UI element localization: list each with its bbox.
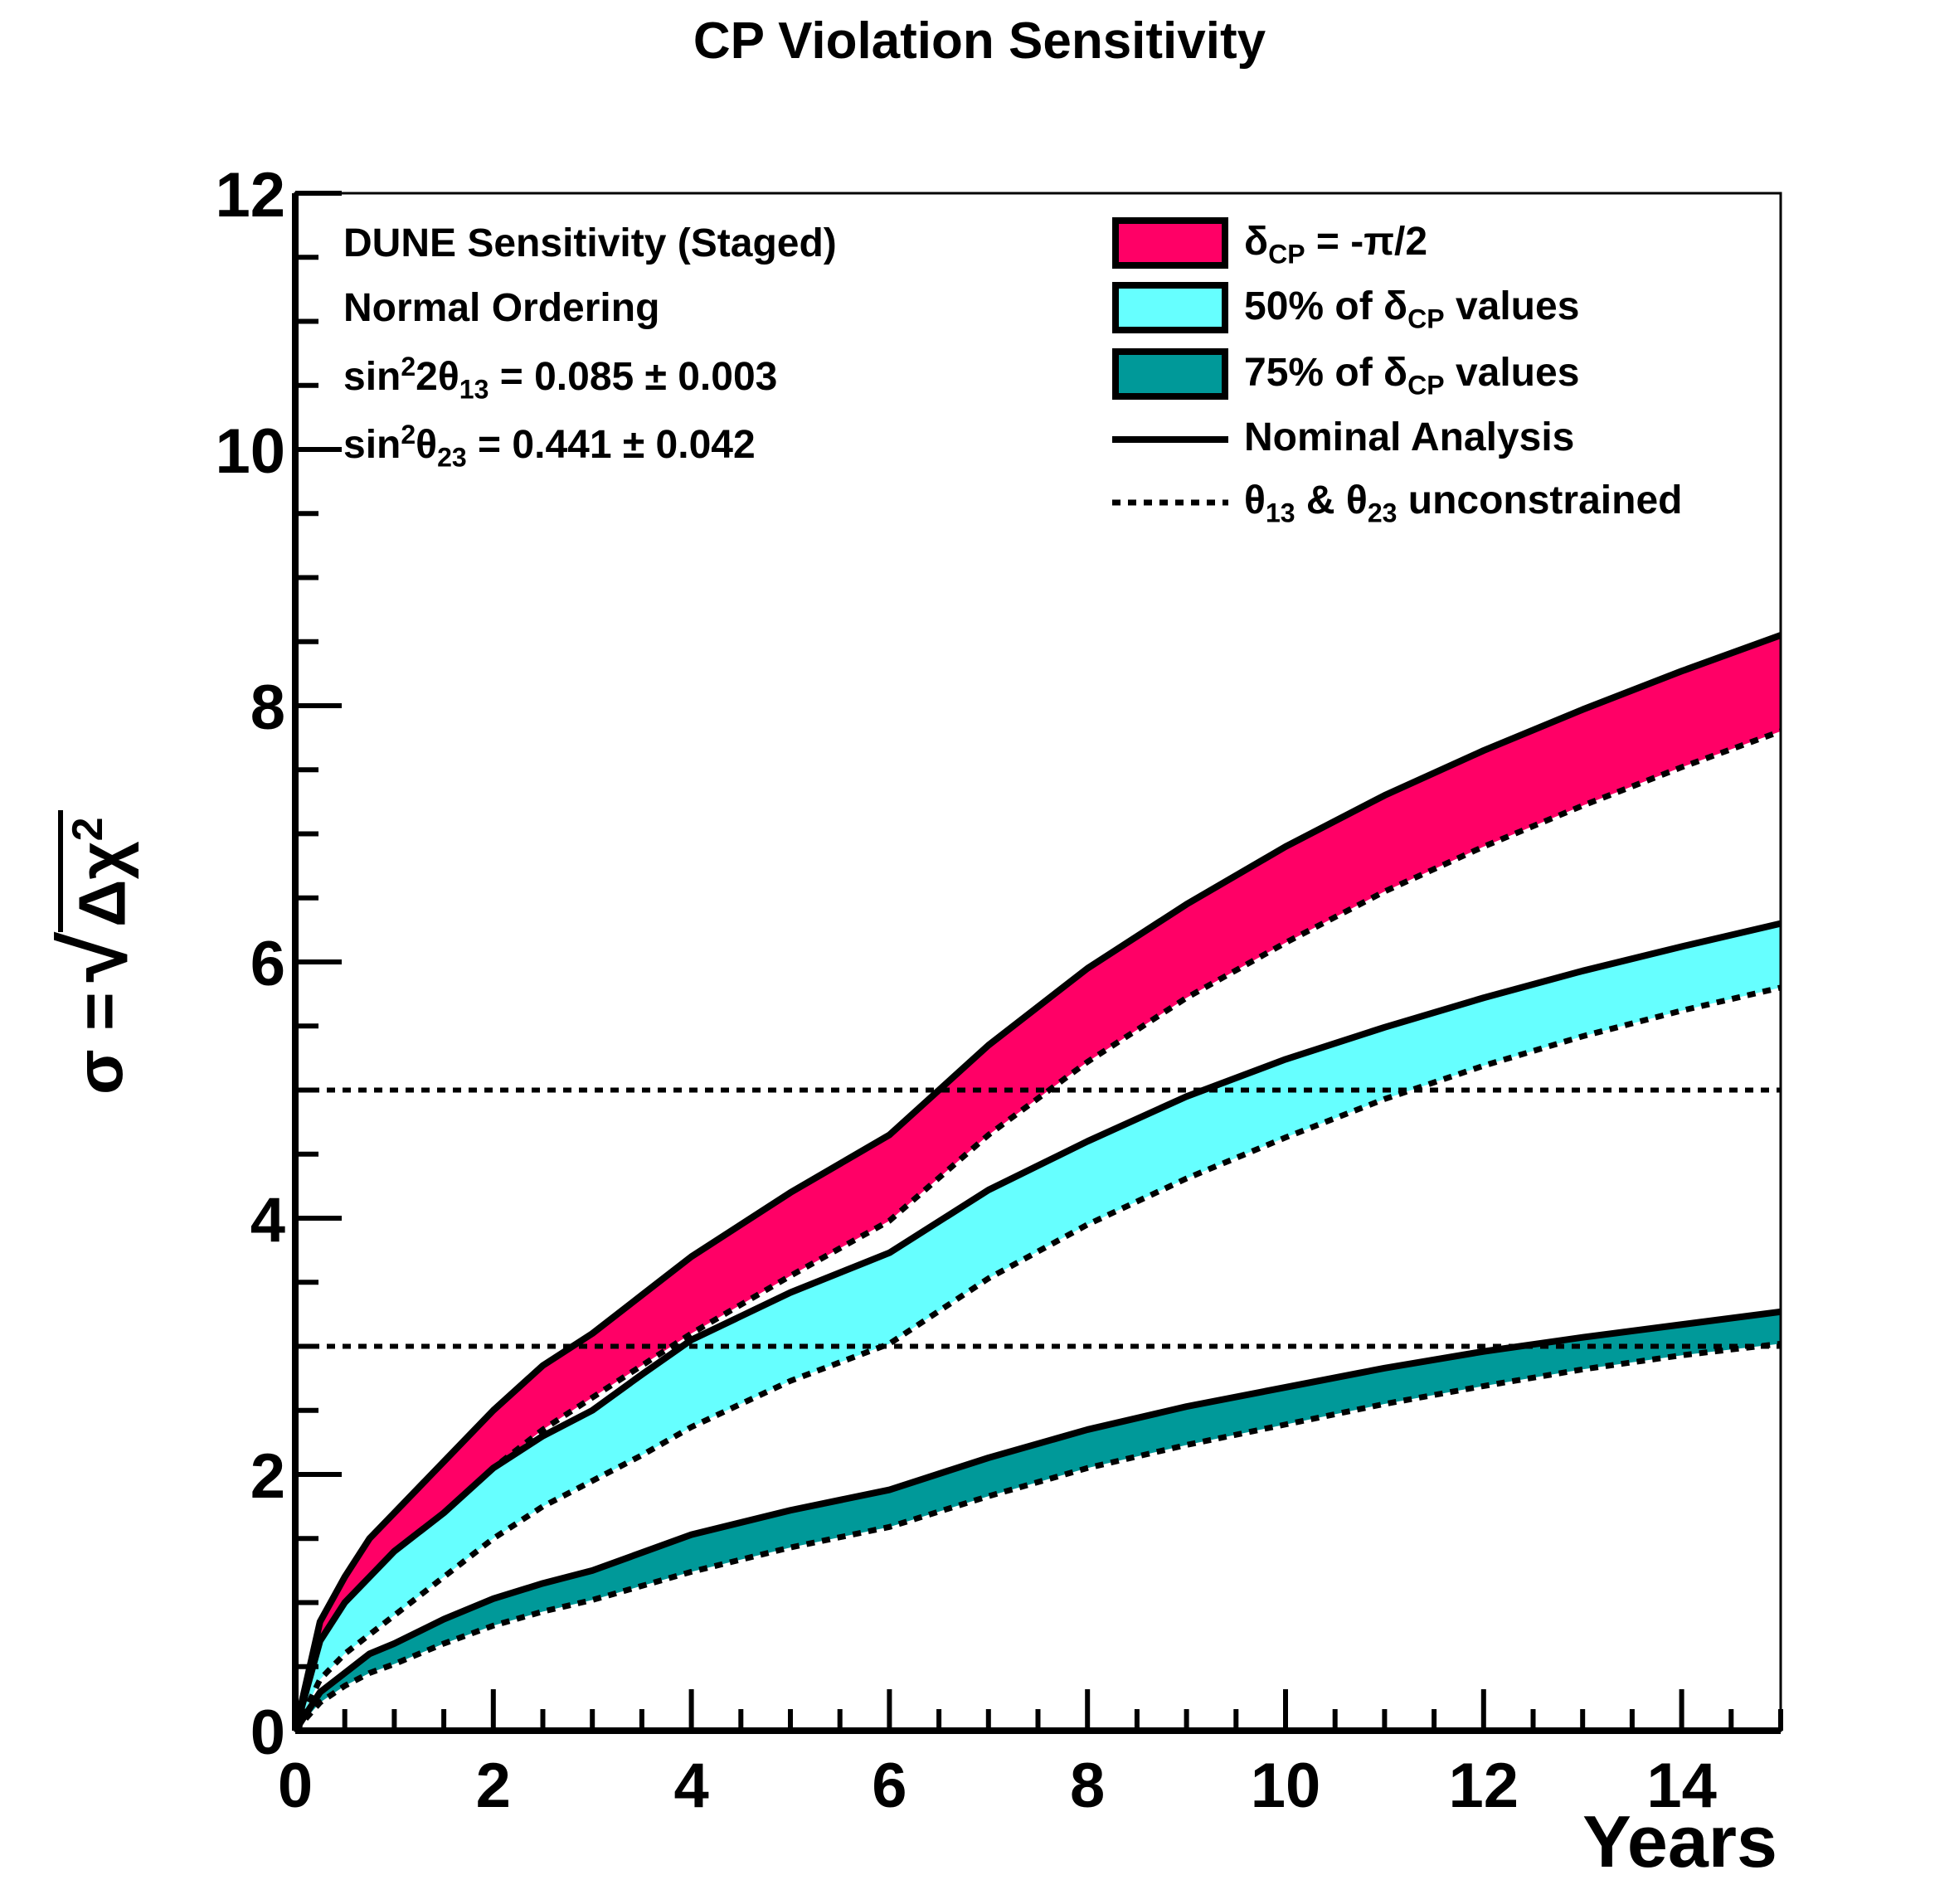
y-tick-label: 10 bbox=[215, 416, 285, 487]
annotation-theta13: sin22θ13 = 0.085 ± 0.003 bbox=[343, 352, 778, 405]
legend-label-nominal: Nominal Analysis bbox=[1244, 415, 1575, 459]
line-nominal-fifty_percent bbox=[292, 920, 1782, 1732]
legend-swatch-seventy_five_percent bbox=[1112, 348, 1228, 400]
x-axis-label: Years bbox=[1582, 1800, 1777, 1882]
y-tick-label: 8 bbox=[250, 673, 285, 743]
axes-layer: 0 2 4 6 8 10 12 14 0 2 4 6 8 10 12 bbox=[215, 160, 1783, 1821]
legend-label-unconstrained: θ13 & θ23 unconstrained bbox=[1244, 478, 1683, 528]
band-dcp_minus_pi_half bbox=[295, 635, 1781, 1731]
line-unconstrained-fifty_percent bbox=[292, 984, 1782, 1732]
legend-swatch-fifty_percent bbox=[1112, 282, 1228, 333]
line-nominal-seventy_five_percent bbox=[292, 1308, 1782, 1733]
band-fifty_percent bbox=[295, 923, 1781, 1731]
y-tick-label: 6 bbox=[250, 929, 285, 999]
x-tick-label: 4 bbox=[673, 1751, 708, 1821]
y-axis-label: σ = √ Δχ2 bbox=[44, 810, 146, 1095]
legend-label-50pct: 50% of δCP values bbox=[1244, 284, 1580, 334]
reference-lines-layer bbox=[295, 1087, 1781, 1349]
y-axis-label-radicand: Δχ bbox=[65, 841, 139, 927]
legend-label-dcp: δCP = -π/2 bbox=[1244, 220, 1428, 270]
y-tick-label: 2 bbox=[250, 1441, 285, 1512]
legend-label-75pct: 75% of δCP values bbox=[1244, 351, 1580, 401]
x-tick-label: 2 bbox=[476, 1751, 511, 1821]
x-tick-label: 12 bbox=[1449, 1751, 1519, 1821]
x-tick-label: 8 bbox=[1070, 1751, 1105, 1821]
y-axis-label-prefix: σ = bbox=[61, 992, 136, 1095]
chart-title: CP Violation Sensitivity bbox=[693, 12, 1266, 70]
x-tick-label: 6 bbox=[872, 1751, 907, 1821]
band-seventy_five_percent bbox=[295, 1311, 1781, 1731]
x-tick-label: 14 bbox=[1646, 1751, 1717, 1821]
line-unconstrained-dcp_minus_pi_half bbox=[292, 728, 1782, 1732]
x-tick-label: 10 bbox=[1251, 1751, 1321, 1821]
annotation-theta23: sin2θ23 = 0.441 ± 0.042 bbox=[343, 420, 756, 473]
sqrt-symbol: √ Δχ2 bbox=[44, 810, 146, 982]
bands-layer bbox=[292, 632, 1782, 1733]
line-nominal-dcp_minus_pi_half bbox=[292, 632, 1782, 1732]
y-tick-label: 0 bbox=[250, 1698, 285, 1768]
y-tick-label: 12 bbox=[215, 160, 285, 231]
y-axis-label-exponent: 2 bbox=[64, 817, 112, 842]
legend-swatch-dcp_minus_pi_half bbox=[1112, 217, 1228, 269]
legend-swatches bbox=[1112, 217, 1228, 506]
x-tick-label: 0 bbox=[278, 1751, 313, 1821]
annotation-ordering: Normal Ordering bbox=[343, 286, 660, 330]
annotation-experiment: DUNE Sensitivity (Staged) bbox=[343, 221, 837, 265]
y-tick-label: 4 bbox=[250, 1185, 285, 1256]
